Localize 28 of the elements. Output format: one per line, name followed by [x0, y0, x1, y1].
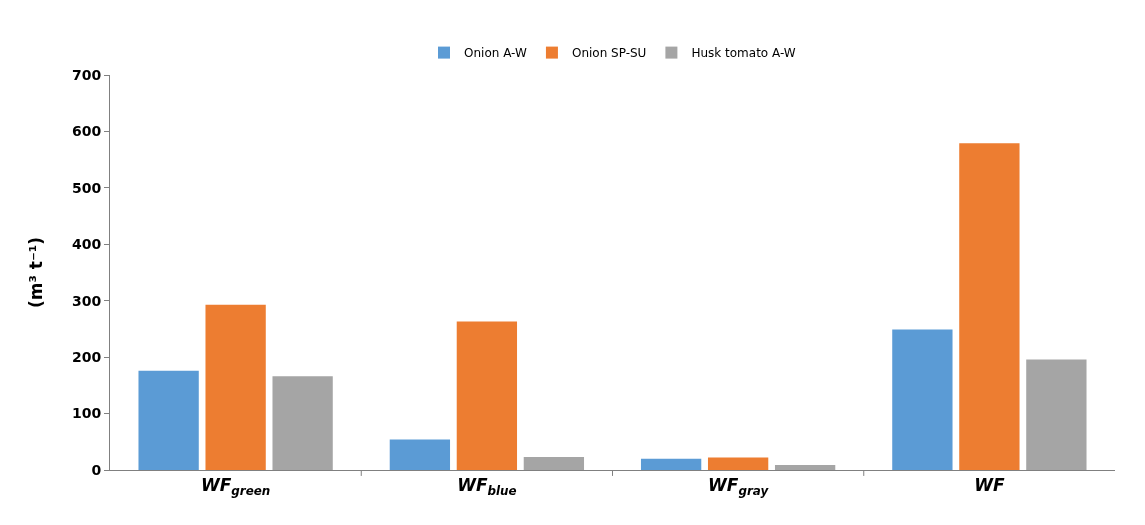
- bar: [523, 457, 585, 470]
- legend-label: Onion A-W: [464, 46, 527, 61]
- bar: [640, 458, 702, 470]
- bar: [774, 464, 836, 470]
- x-tick-label: WF$_{blue}$: [457, 475, 517, 498]
- bar: [1026, 359, 1087, 470]
- y-tick-label: 300: [71, 292, 102, 309]
- y-tick-label: 0: [91, 461, 102, 478]
- bar: [456, 321, 518, 470]
- bar: [272, 376, 333, 470]
- x-tick-label: WF$_{green}$: [200, 475, 271, 498]
- x-tick-label: WF: [974, 475, 1005, 496]
- y-tick-label: 600: [71, 123, 102, 140]
- bar: [205, 304, 266, 470]
- bar: [959, 143, 1020, 470]
- bar: [707, 457, 769, 470]
- legend-label: Husk tomato A-W: [691, 46, 796, 61]
- y-tick-label: 500: [71, 179, 102, 196]
- y-tick-label: 200: [71, 349, 102, 366]
- y-tick-label: 400: [71, 236, 102, 253]
- legend-label: Onion SP-SU: [571, 46, 647, 61]
- bar: [138, 370, 199, 470]
- y-tick-label: 100: [71, 405, 102, 422]
- x-tick-label: WF$_{gray}$: [708, 475, 770, 498]
- bar: [892, 329, 953, 470]
- y-axis-title: (m³ t⁻¹): [25, 236, 46, 309]
- bar: [389, 439, 451, 470]
- y-tick-label: 700: [71, 66, 102, 83]
